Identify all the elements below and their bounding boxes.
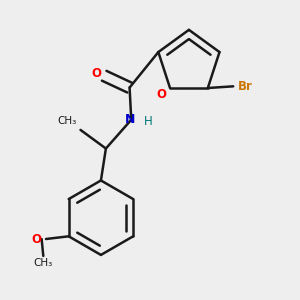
Text: H: H bbox=[144, 115, 153, 128]
Text: CH₃: CH₃ bbox=[57, 116, 76, 126]
Text: O: O bbox=[92, 67, 102, 80]
Text: O: O bbox=[157, 88, 166, 100]
Text: CH₃: CH₃ bbox=[34, 258, 53, 268]
Text: N: N bbox=[124, 112, 135, 126]
Text: O: O bbox=[32, 232, 42, 245]
Text: Br: Br bbox=[238, 80, 253, 93]
